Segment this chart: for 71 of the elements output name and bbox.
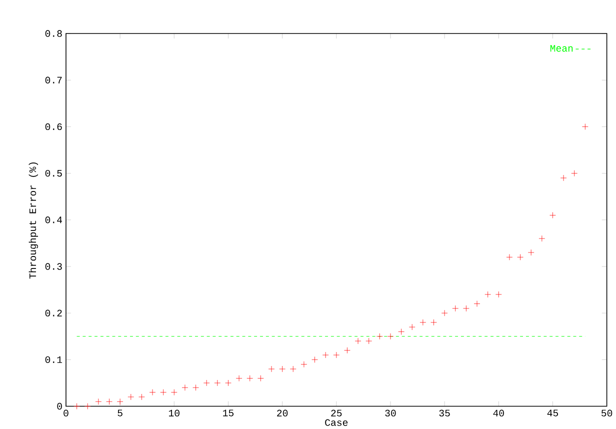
point [517,254,524,260]
point [192,384,199,391]
y-tick-label: 0.1 [45,356,62,363]
y-tick-label: 0.7 [45,76,62,84]
point [290,366,296,372]
point [452,305,459,312]
point [106,398,112,405]
point [441,310,448,316]
point [84,403,91,410]
point [387,333,394,340]
point [333,352,340,358]
point [138,394,145,400]
point [495,291,502,298]
point [279,366,286,372]
y-tick-label: 0.3 [45,263,62,270]
point [376,333,383,340]
point [128,394,134,400]
x-tick-label: 25 [331,410,342,416]
point [95,398,102,405]
point [214,380,221,386]
point [354,338,362,344]
point [408,324,416,330]
point [160,389,166,396]
point [506,254,513,260]
point [236,375,242,382]
point [312,356,318,363]
point [246,375,254,382]
x-tick-label: 35 [439,410,450,416]
point [430,319,437,326]
point [149,389,156,396]
point [571,170,578,176]
point [203,380,210,386]
point [300,361,308,368]
y-tick-label: 0.2 [45,310,62,316]
y-tick-label: 0 [57,402,62,410]
point [225,380,232,386]
point [560,174,567,182]
point [550,212,556,218]
x-tick-label: 50 [602,410,612,416]
x-tick-label: 0 [64,410,68,416]
point [366,338,372,344]
x-tick-label: 5 [118,410,122,416]
x-tick-label: 40 [493,410,504,416]
point [398,328,404,335]
point [268,366,275,372]
x-tick-label: 15 [223,410,234,416]
point [258,375,264,382]
y-tick-label: 0.4 [45,216,62,224]
point [474,300,480,307]
point [74,403,80,410]
y-tick-label: 0.8 [45,30,62,37]
y-axis-title: Throughput Error (%) [28,162,38,279]
x-axis-title: Case [325,419,348,426]
x-tick-label: 30 [385,410,396,416]
point [582,123,588,130]
point [463,305,470,312]
point [322,352,329,358]
point [538,235,546,242]
legend-label: Mean [550,45,573,52]
point [344,347,350,354]
point [170,389,178,396]
x-tick-label: 10 [168,410,180,416]
x-tick-label: 45 [547,410,558,416]
point [116,398,124,405]
y-tick-label: 0.6 [45,123,62,130]
y-tick-label: 0.5 [45,170,62,177]
x-tick-label: 20 [277,410,288,416]
point [484,291,491,298]
point [528,249,534,256]
point [420,319,426,326]
point [182,384,188,391]
